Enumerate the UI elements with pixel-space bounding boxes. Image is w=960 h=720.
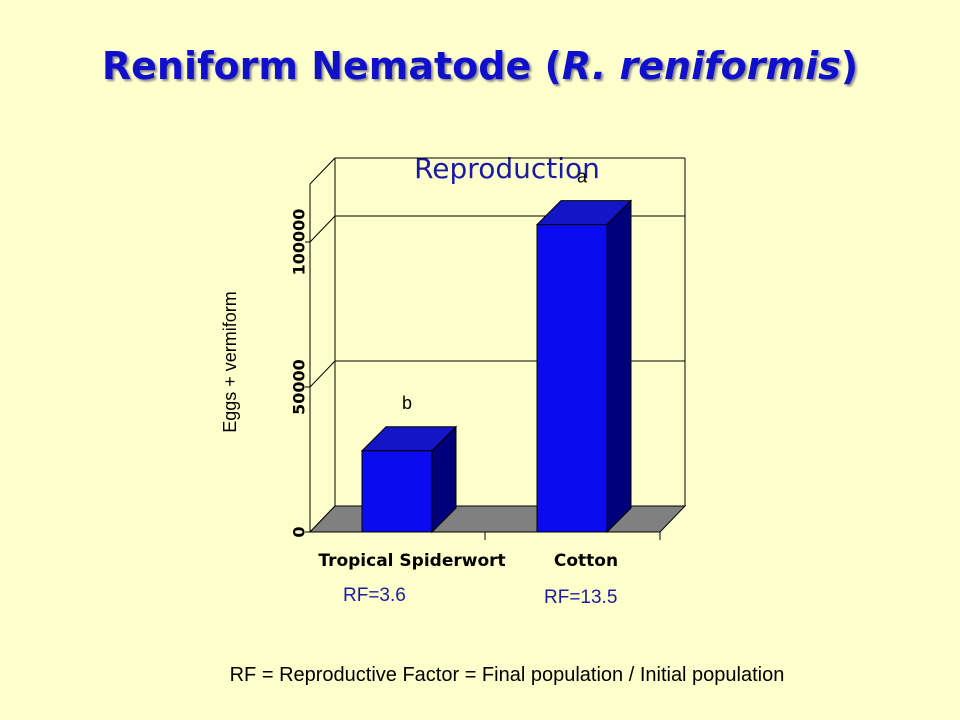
bar-0 — [361, 450, 433, 533]
y-tick-label: 0 — [290, 526, 309, 537]
slide-title: Reniform Nematode (R. reniformis) — [0, 44, 960, 88]
bar-1 — [536, 224, 608, 533]
y-axis-label: Eggs + vermiform — [220, 291, 240, 433]
rf-label-cotton: RF=13.5 — [544, 587, 618, 608]
gridline-side — [309, 360, 336, 388]
significance-letter-1: a — [577, 167, 588, 187]
gridline-side — [309, 215, 336, 243]
significance-letter-0: b — [402, 393, 412, 413]
rf-label-tropical-spiderwort: RF=3.6 — [343, 585, 406, 606]
category-label-0: Tropical Spiderwort — [318, 551, 505, 571]
slide-title-main: Reniform Nematode ( — [101, 44, 562, 88]
category-label-1: Cotton — [554, 551, 618, 571]
y-tick-label: 50000 — [290, 359, 309, 415]
bar-side-1 — [606, 199, 632, 534]
slide-title-end: ) — [840, 44, 859, 88]
gridline-side — [309, 157, 336, 185]
footnote: RF = Reproductive Factor = Final populat… — [229, 664, 785, 686]
slide-title-italic: R. reniformis — [561, 44, 841, 88]
y-tick-label: 100000 — [290, 209, 309, 276]
